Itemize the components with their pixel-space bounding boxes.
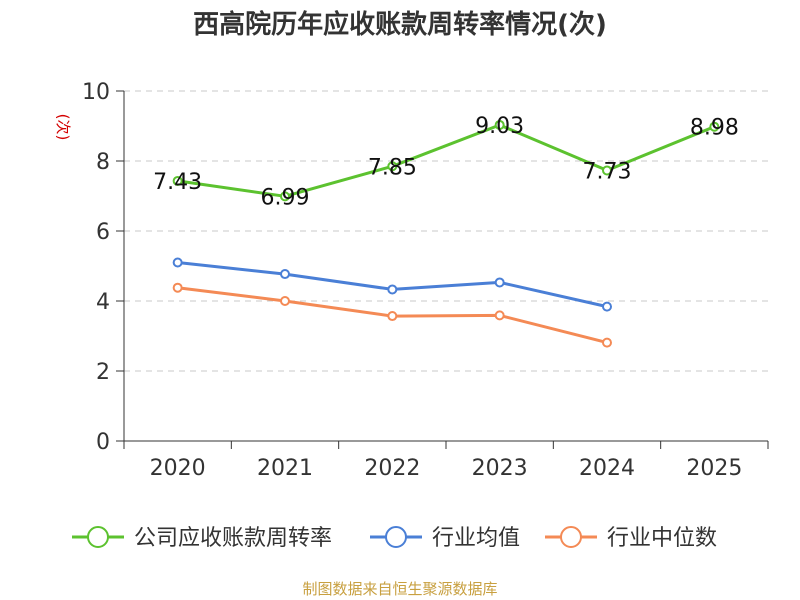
chart-title: 西高院历年应收账款周转率情况(次) — [193, 10, 607, 40]
source-note: 制图数据来自恒生聚源数据库 — [302, 580, 498, 598]
legend: 公司应收账款周转率 行业均值 行业中位数 — [72, 526, 717, 551]
legend-marker — [385, 526, 407, 548]
y-tick-label: 2 — [96, 360, 110, 385]
x-tick-label: 2020 — [150, 456, 206, 481]
legend-item: 行业中位数 — [545, 526, 717, 551]
data-point — [172, 282, 183, 293]
data-point — [602, 337, 612, 348]
data-label: 9.03 — [475, 114, 524, 139]
y-tick-label: 4 — [96, 290, 110, 315]
legend-marker — [87, 526, 109, 548]
data-label: 7.73 — [583, 159, 632, 184]
data-point — [280, 296, 290, 306]
data-label: 6.99 — [261, 185, 310, 210]
legend-marker — [560, 526, 582, 548]
data-point — [387, 311, 398, 322]
data-label: 7.85 — [368, 155, 417, 180]
data-point — [280, 269, 290, 280]
axes: 0 2 4 6 8 10 2020 2021 2022 2023 2024 2025 (次) — [54, 80, 769, 481]
series-layer — [172, 119, 720, 348]
y-tick-label: 8 — [96, 150, 110, 175]
data-point — [172, 257, 183, 268]
x-tick-label: 2025 — [686, 456, 742, 481]
data-point — [494, 119, 505, 130]
data-point — [387, 284, 398, 295]
data-point — [494, 277, 505, 288]
data-point — [494, 310, 505, 321]
data-label: 8.98 — [690, 116, 739, 141]
data-point — [709, 121, 720, 132]
legend-item: 行业均值 — [370, 526, 520, 551]
y-axis-unit-label: (次) — [54, 114, 72, 141]
grid-lines — [124, 90, 768, 372]
legend-label: 公司应收账款周转率 — [134, 526, 332, 551]
data-point — [280, 191, 290, 202]
x-tick-label: 2022 — [364, 456, 420, 481]
x-tick-label: 2023 — [472, 456, 528, 481]
y-tick-label: 6 — [96, 220, 110, 245]
data-point — [602, 165, 612, 176]
data-labels: 7.43 6.99 7.85 9.03 7.73 8.98 — [153, 114, 739, 210]
series-line-0 — [177, 123, 715, 198]
data-point — [387, 161, 398, 172]
legend-label: 行业中位数 — [607, 526, 717, 551]
legend-label: 行业均值 — [432, 526, 520, 551]
data-point — [602, 301, 612, 312]
x-tick-label: 2021 — [257, 456, 313, 481]
data-point — [172, 175, 183, 186]
y-tick-label: 10 — [82, 80, 110, 105]
y-tick-label: 0 — [96, 430, 110, 455]
x-tick-label: 2024 — [579, 456, 635, 481]
data-label: 7.43 — [153, 170, 202, 195]
legend-item: 公司应收账款周转率 — [72, 526, 332, 551]
